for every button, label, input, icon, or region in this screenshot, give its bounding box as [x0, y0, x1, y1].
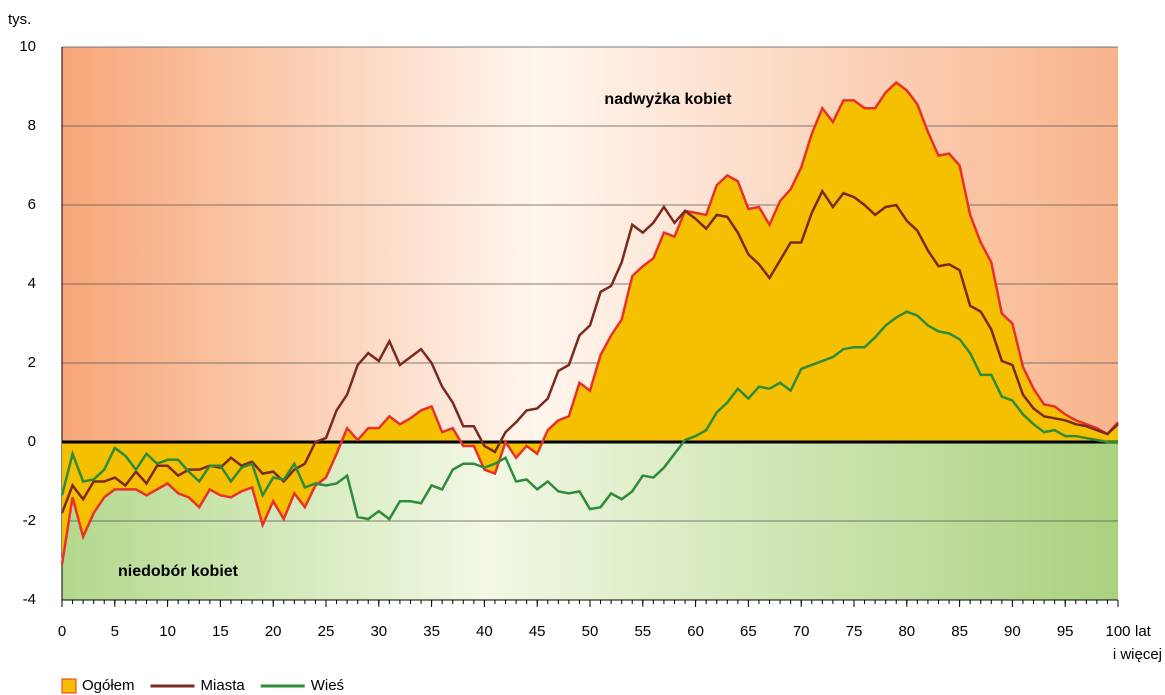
x-tick-label: 15 — [212, 623, 229, 640]
legend-label: Wieś — [311, 677, 344, 694]
line — [60, 310, 1118, 521]
x-tick-label: 10 — [159, 623, 176, 640]
x-tick-label: 0 — [58, 623, 66, 640]
legend-swatch — [61, 678, 77, 694]
x-tick-label: 30 — [370, 623, 387, 640]
legend-label: Miasta — [201, 677, 246, 694]
x-tick-label: 75 — [846, 623, 863, 640]
x-unit-label: lat — [1135, 623, 1152, 640]
x-tick-label: 90 — [1004, 623, 1021, 640]
x-unit-note: i więcej — [1113, 646, 1162, 663]
x-tick-label: 20 — [265, 623, 282, 640]
x-tick-label: 35 — [423, 623, 440, 640]
x-tick-label: 5 — [111, 623, 119, 640]
y-tick-label: -2 — [23, 512, 36, 529]
y-tick-label: 6 — [28, 196, 36, 213]
legend-label: Ogółem — [82, 677, 135, 694]
x-tick-label: 65 — [740, 623, 757, 640]
x-tick-label: 80 — [898, 623, 915, 640]
y-tick-label: 4 — [28, 275, 36, 292]
area — [62, 82, 1118, 565]
y-tick-label: 8 — [28, 117, 36, 134]
y-tick-label: 0 — [28, 433, 36, 450]
y-tick-label: 10 — [19, 38, 36, 55]
annotation: niedobór kobiet — [118, 563, 239, 580]
x-tick-label: 95 — [1057, 623, 1074, 640]
annotation: nadwyżka kobiet — [604, 91, 732, 108]
x-tick-label: 25 — [318, 623, 335, 640]
x-tick-label: 50 — [582, 623, 599, 640]
line — [60, 188, 1119, 514]
x-tick-label: 60 — [687, 623, 704, 640]
y-tick-label: 2 — [28, 354, 36, 371]
x-tick-label: 70 — [793, 623, 810, 640]
x-tick-label: 85 — [951, 623, 968, 640]
y-tick-label: -4 — [23, 591, 36, 608]
x-tick-label: 55 — [634, 623, 651, 640]
y-axis-label: tys. — [8, 11, 31, 28]
x-tick-label: 40 — [476, 623, 493, 640]
x-tick-label: 45 — [529, 623, 546, 640]
x-tick-label: 100 — [1105, 623, 1130, 640]
line — [60, 80, 1119, 565]
